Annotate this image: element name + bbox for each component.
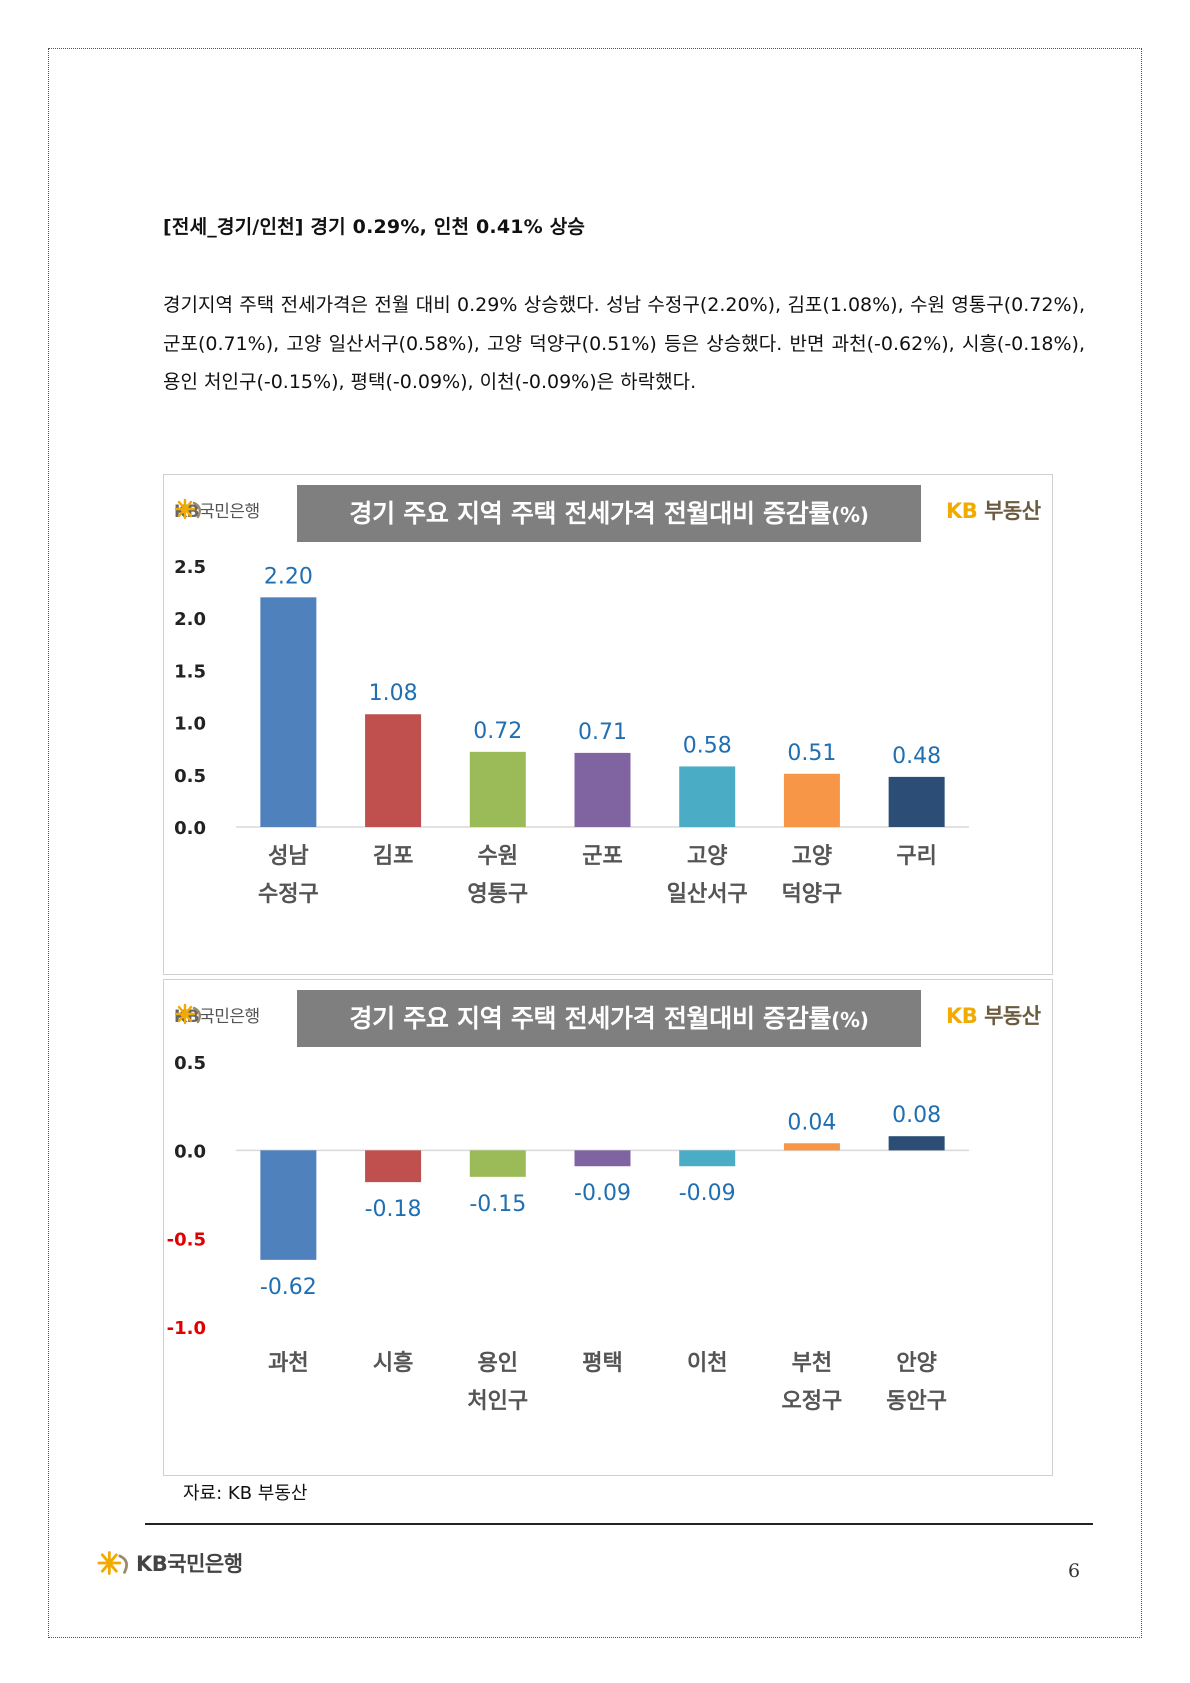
kb-land-logo: KB 부동산 <box>946 1000 1041 1030</box>
category-label: 평택 <box>582 1351 622 1376</box>
y-tick-label: -1.0 <box>167 1318 206 1339</box>
bar <box>888 776 945 827</box>
category-label: 김포 <box>373 844 413 869</box>
kb-star-icon <box>174 1003 201 1025</box>
section-heading: [전세_경기/인천] 경기 0.29%, 인천 0.41% 상승 <box>163 216 586 238</box>
y-tick-label: 0.5 <box>174 766 206 787</box>
y-tick-label: 1.5 <box>174 661 206 682</box>
category-label: 수정구 <box>258 882 319 907</box>
kb-land-logo: KB 부동산 <box>946 495 1041 525</box>
chart-title-unit: (%) <box>831 1008 869 1032</box>
source-note: 자료: KB 부동산 <box>183 1483 308 1504</box>
chart-title-unit: (%) <box>831 503 869 527</box>
body-paragraph: 경기지역 주택 전세가격은 전월 대비 0.29% 상승했다. 성남 수정구(2… <box>163 294 1085 393</box>
y-tick-label: 0.5 <box>174 1053 206 1074</box>
chart-positive: KB국민은행 경기 주요 지역 주택 전세가격 전월대비 증감률(%) KB 부… <box>163 474 1053 975</box>
kb-text: KB <box>136 1552 168 1576</box>
footer-kb-logo: KB국민은행 <box>96 1548 243 1578</box>
bank-name-text: 국민은행 <box>199 502 260 522</box>
y-tick-label: -0.5 <box>167 1230 206 1251</box>
bar <box>679 1150 736 1167</box>
category-label: 군포 <box>582 844 622 869</box>
kb-land-kb: KB <box>946 499 978 523</box>
category-label: 구리 <box>896 844 936 869</box>
kb-bank-logo: KB국민은행 <box>174 1002 260 1027</box>
chart-negative: KB국민은행 경기 주요 지역 주택 전세가격 전월대비 증감률(%) KB 부… <box>163 979 1053 1476</box>
chart-title-text: 경기 주요 지역 주택 전세가격 전월대비 증감률 <box>349 1004 832 1033</box>
y-tick-label: 0.0 <box>174 1141 206 1162</box>
y-tick-label: 2.5 <box>174 557 206 578</box>
category-label: 시흥 <box>373 1351 413 1376</box>
kb-land-name: 부동산 <box>984 1004 1041 1028</box>
bar <box>260 597 317 827</box>
kb-star-icon <box>174 498 201 520</box>
bar <box>469 1150 526 1177</box>
category-label: 용인 <box>478 1351 518 1376</box>
footer-divider <box>145 1523 1093 1525</box>
bar <box>469 751 526 827</box>
category-label: 오정구 <box>782 1389 843 1414</box>
kb-land-name: 부동산 <box>984 499 1041 523</box>
data-label: 0.58 <box>683 733 732 758</box>
kb-land-kb: KB <box>946 1004 978 1028</box>
category-label: 고양 <box>792 844 832 869</box>
data-label: 2.20 <box>264 564 313 589</box>
bar <box>365 1150 422 1183</box>
bar <box>783 773 840 827</box>
category-label: 부천 <box>792 1351 832 1376</box>
bank-name-text: 국민은행 <box>199 1007 260 1027</box>
y-tick-label: 0.0 <box>174 818 206 839</box>
bar <box>574 1150 631 1167</box>
category-label: 덕양구 <box>782 882 843 907</box>
bar <box>783 1143 840 1151</box>
y-tick-label: 1.0 <box>174 714 206 735</box>
bar <box>260 1150 317 1260</box>
chart-title-text: 경기 주요 지역 주택 전세가격 전월대비 증감률 <box>349 499 832 528</box>
data-label: -0.09 <box>679 1181 736 1206</box>
category-label: 동안구 <box>886 1389 947 1414</box>
category-label: 이천 <box>687 1351 727 1376</box>
bar <box>574 752 631 827</box>
bar <box>679 766 736 827</box>
data-label: 0.71 <box>578 720 627 745</box>
chart-title: 경기 주요 지역 주택 전세가격 전월대비 증감률(%) <box>297 990 921 1047</box>
data-label: -0.09 <box>574 1181 631 1206</box>
bank-name-text: 국민은행 <box>167 1552 243 1576</box>
data-label: -0.18 <box>365 1197 422 1222</box>
category-label: 처인구 <box>467 1389 528 1414</box>
category-label: 안양 <box>896 1351 936 1376</box>
kb-bank-logo: KB국민은행 <box>174 497 260 522</box>
data-label: -0.15 <box>469 1192 526 1217</box>
data-label: 0.51 <box>787 741 836 766</box>
category-label: 과천 <box>268 1351 308 1376</box>
category-label: 영통구 <box>467 882 528 907</box>
bar <box>888 1136 945 1151</box>
page-number: 6 <box>1068 1560 1081 1582</box>
page-border <box>48 48 1142 1638</box>
bar <box>365 714 422 827</box>
category-label: 수원 <box>478 844 518 869</box>
data-label: 0.72 <box>473 719 522 744</box>
y-tick-label: 2.0 <box>174 609 206 630</box>
data-label: -0.62 <box>260 1275 317 1300</box>
category-label: 일산서구 <box>667 882 748 907</box>
kb-star-icon <box>97 1551 128 1575</box>
data-label: 0.48 <box>892 744 941 769</box>
data-label: 0.08 <box>892 1103 941 1128</box>
category-label: 고양 <box>687 844 727 869</box>
data-label: 1.08 <box>369 681 418 706</box>
chart-title: 경기 주요 지역 주택 전세가격 전월대비 증감률(%) <box>297 485 921 542</box>
category-label: 성남 <box>268 844 308 869</box>
data-label: 0.04 <box>787 1110 836 1135</box>
